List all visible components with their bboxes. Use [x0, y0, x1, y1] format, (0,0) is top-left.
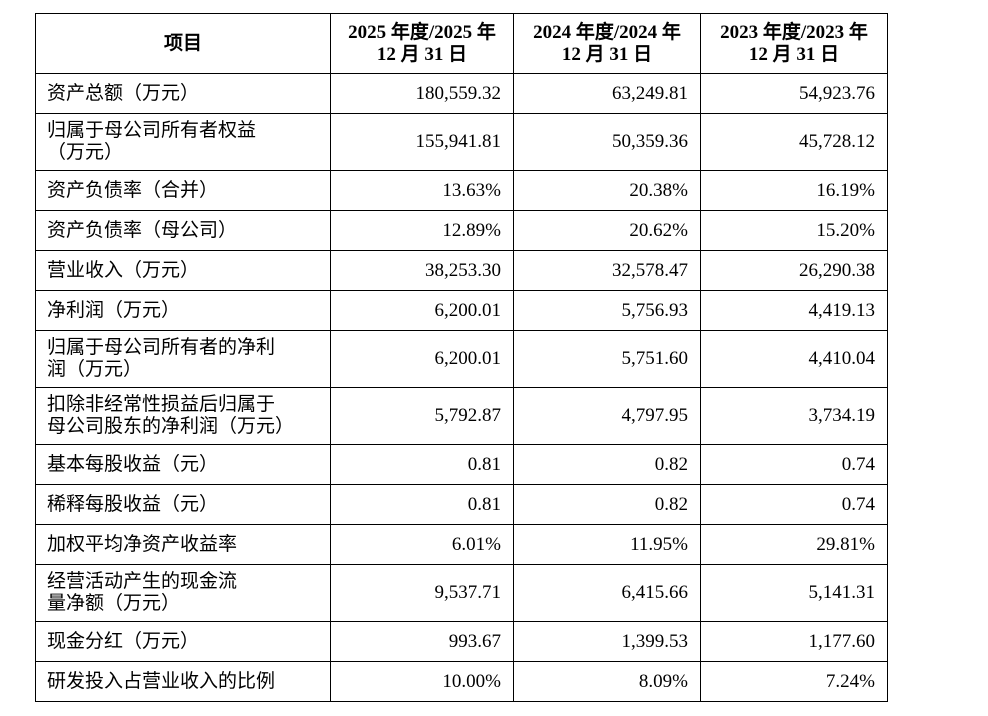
value-cell: 15.20% — [700, 210, 888, 251]
row-label: 营业收入（万元） — [35, 250, 331, 291]
row-label: 资产总额（万元） — [35, 73, 331, 114]
value-cell: 8.09% — [513, 661, 701, 702]
header-row: 项目 2025 年度/2025 年 12 月 31 日 2024 年度/2024 年… — [35, 13, 888, 74]
table-row: 基本每股收益（元） 0.81 0.82 0.74 — [35, 444, 888, 485]
value-cell: 155,941.81 — [330, 113, 514, 171]
header-cell: 2023 年度/2023 年 12 月 31 日 — [700, 13, 888, 74]
row-label: 研发投入占营业收入的比例 — [35, 661, 331, 702]
value-cell: 16.19% — [700, 170, 888, 211]
row-label: 归属于母公司所有者权益 （万元） — [35, 113, 331, 171]
value-cell: 45,728.12 — [700, 113, 888, 171]
table-row: 归属于母公司所有者的净利 润（万元） 6,200.01 5,751.60 4,410.… — [35, 330, 888, 388]
table-row: 加权平均净资产收益率 6.01% 11.95% 29.81% — [35, 524, 888, 565]
value-cell: 4,797.95 — [513, 387, 701, 445]
value-cell: 32,578.47 — [513, 250, 701, 291]
header-cell: 2025 年度/2025 年 12 月 31 日 — [330, 13, 514, 74]
value-cell: 0.81 — [330, 484, 514, 525]
value-cell: 0.82 — [513, 444, 701, 485]
value-cell: 6,200.01 — [330, 290, 514, 331]
row-label: 净利润（万元） — [35, 290, 331, 331]
value-cell: 4,410.04 — [700, 330, 888, 388]
value-cell: 6,200.01 — [330, 330, 514, 388]
header-cell: 项目 — [35, 13, 331, 74]
table-row: 归属于母公司所有者权益 （万元） 155,941.81 50,359.36 45,72… — [35, 113, 888, 171]
value-cell: 20.38% — [513, 170, 701, 211]
row-label: 稀释每股收益（元） — [35, 484, 331, 525]
value-cell: 9,537.71 — [330, 564, 514, 622]
value-cell: 13.63% — [330, 170, 514, 211]
header-cell: 2024 年度/2024 年 12 月 31 日 — [513, 13, 701, 74]
row-label: 基本每股收益（元） — [35, 444, 331, 485]
value-cell: 54,923.76 — [700, 73, 888, 114]
value-cell: 993.67 — [330, 621, 514, 662]
value-cell: 5,141.31 — [700, 564, 888, 622]
value-cell: 0.74 — [700, 484, 888, 525]
row-label: 经营活动产生的现金流 量净额（万元） — [35, 564, 331, 622]
row-label: 加权平均净资产收益率 — [35, 524, 331, 565]
value-cell: 6,415.66 — [513, 564, 701, 622]
value-cell: 11.95% — [513, 524, 701, 565]
row-label: 资产负债率（母公司） — [35, 210, 331, 251]
value-cell: 3,734.19 — [700, 387, 888, 445]
financial-table: 项目 2025 年度/2025 年 12 月 31 日 2024 年度/2024 年… — [35, 13, 888, 702]
row-label: 资产负债率（合并） — [35, 170, 331, 211]
table-row: 稀释每股收益（元） 0.81 0.82 0.74 — [35, 484, 888, 525]
value-cell: 63,249.81 — [513, 73, 701, 114]
value-cell: 0.74 — [700, 444, 888, 485]
table-row: 现金分红（万元） 993.67 1,399.53 1,177.60 — [35, 621, 888, 662]
table-row: 净利润（万元） 6,200.01 5,756.93 4,419.13 — [35, 290, 888, 331]
value-cell: 29.81% — [700, 524, 888, 565]
table-row: 资产负债率（母公司） 12.89% 20.62% 15.20% — [35, 210, 888, 251]
value-cell: 180,559.32 — [330, 73, 514, 114]
value-cell: 6.01% — [330, 524, 514, 565]
value-cell: 50,359.36 — [513, 113, 701, 171]
table-row: 资产总额（万元） 180,559.32 63,249.81 54,923.76 — [35, 73, 888, 114]
table-row: 研发投入占营业收入的比例 10.00% 8.09% 7.24% — [35, 661, 888, 702]
value-cell: 4,419.13 — [700, 290, 888, 331]
value-cell: 20.62% — [513, 210, 701, 251]
row-label: 归属于母公司所有者的净利 润（万元） — [35, 330, 331, 388]
value-cell: 5,751.60 — [513, 330, 701, 388]
value-cell: 7.24% — [700, 661, 888, 702]
table-row: 营业收入（万元） 38,253.30 32,578.47 26,290.38 — [35, 250, 888, 291]
value-cell: 26,290.38 — [700, 250, 888, 291]
value-cell: 38,253.30 — [330, 250, 514, 291]
value-cell: 1,399.53 — [513, 621, 701, 662]
value-cell: 0.82 — [513, 484, 701, 525]
value-cell: 10.00% — [330, 661, 514, 702]
row-label: 现金分红（万元） — [35, 621, 331, 662]
value-cell: 0.81 — [330, 444, 514, 485]
row-label: 扣除非经常性损益后归属于 母公司股东的净利润（万元） — [35, 387, 331, 445]
value-cell: 1,177.60 — [700, 621, 888, 662]
table-row: 资产负债率（合并） 13.63% 20.38% 16.19% — [35, 170, 888, 211]
table-row: 扣除非经常性损益后归属于 母公司股东的净利润（万元） 5,792.87 4,797.… — [35, 387, 888, 445]
table-row: 经营活动产生的现金流 量净额（万元） 9,537.71 6,415.66 5,141.… — [35, 564, 888, 622]
table-body: 资产总额（万元） 180,559.32 63,249.81 54,923.76 归属于母… — [35, 73, 888, 702]
value-cell: 12.89% — [330, 210, 514, 251]
value-cell: 5,756.93 — [513, 290, 701, 331]
value-cell: 5,792.87 — [330, 387, 514, 445]
